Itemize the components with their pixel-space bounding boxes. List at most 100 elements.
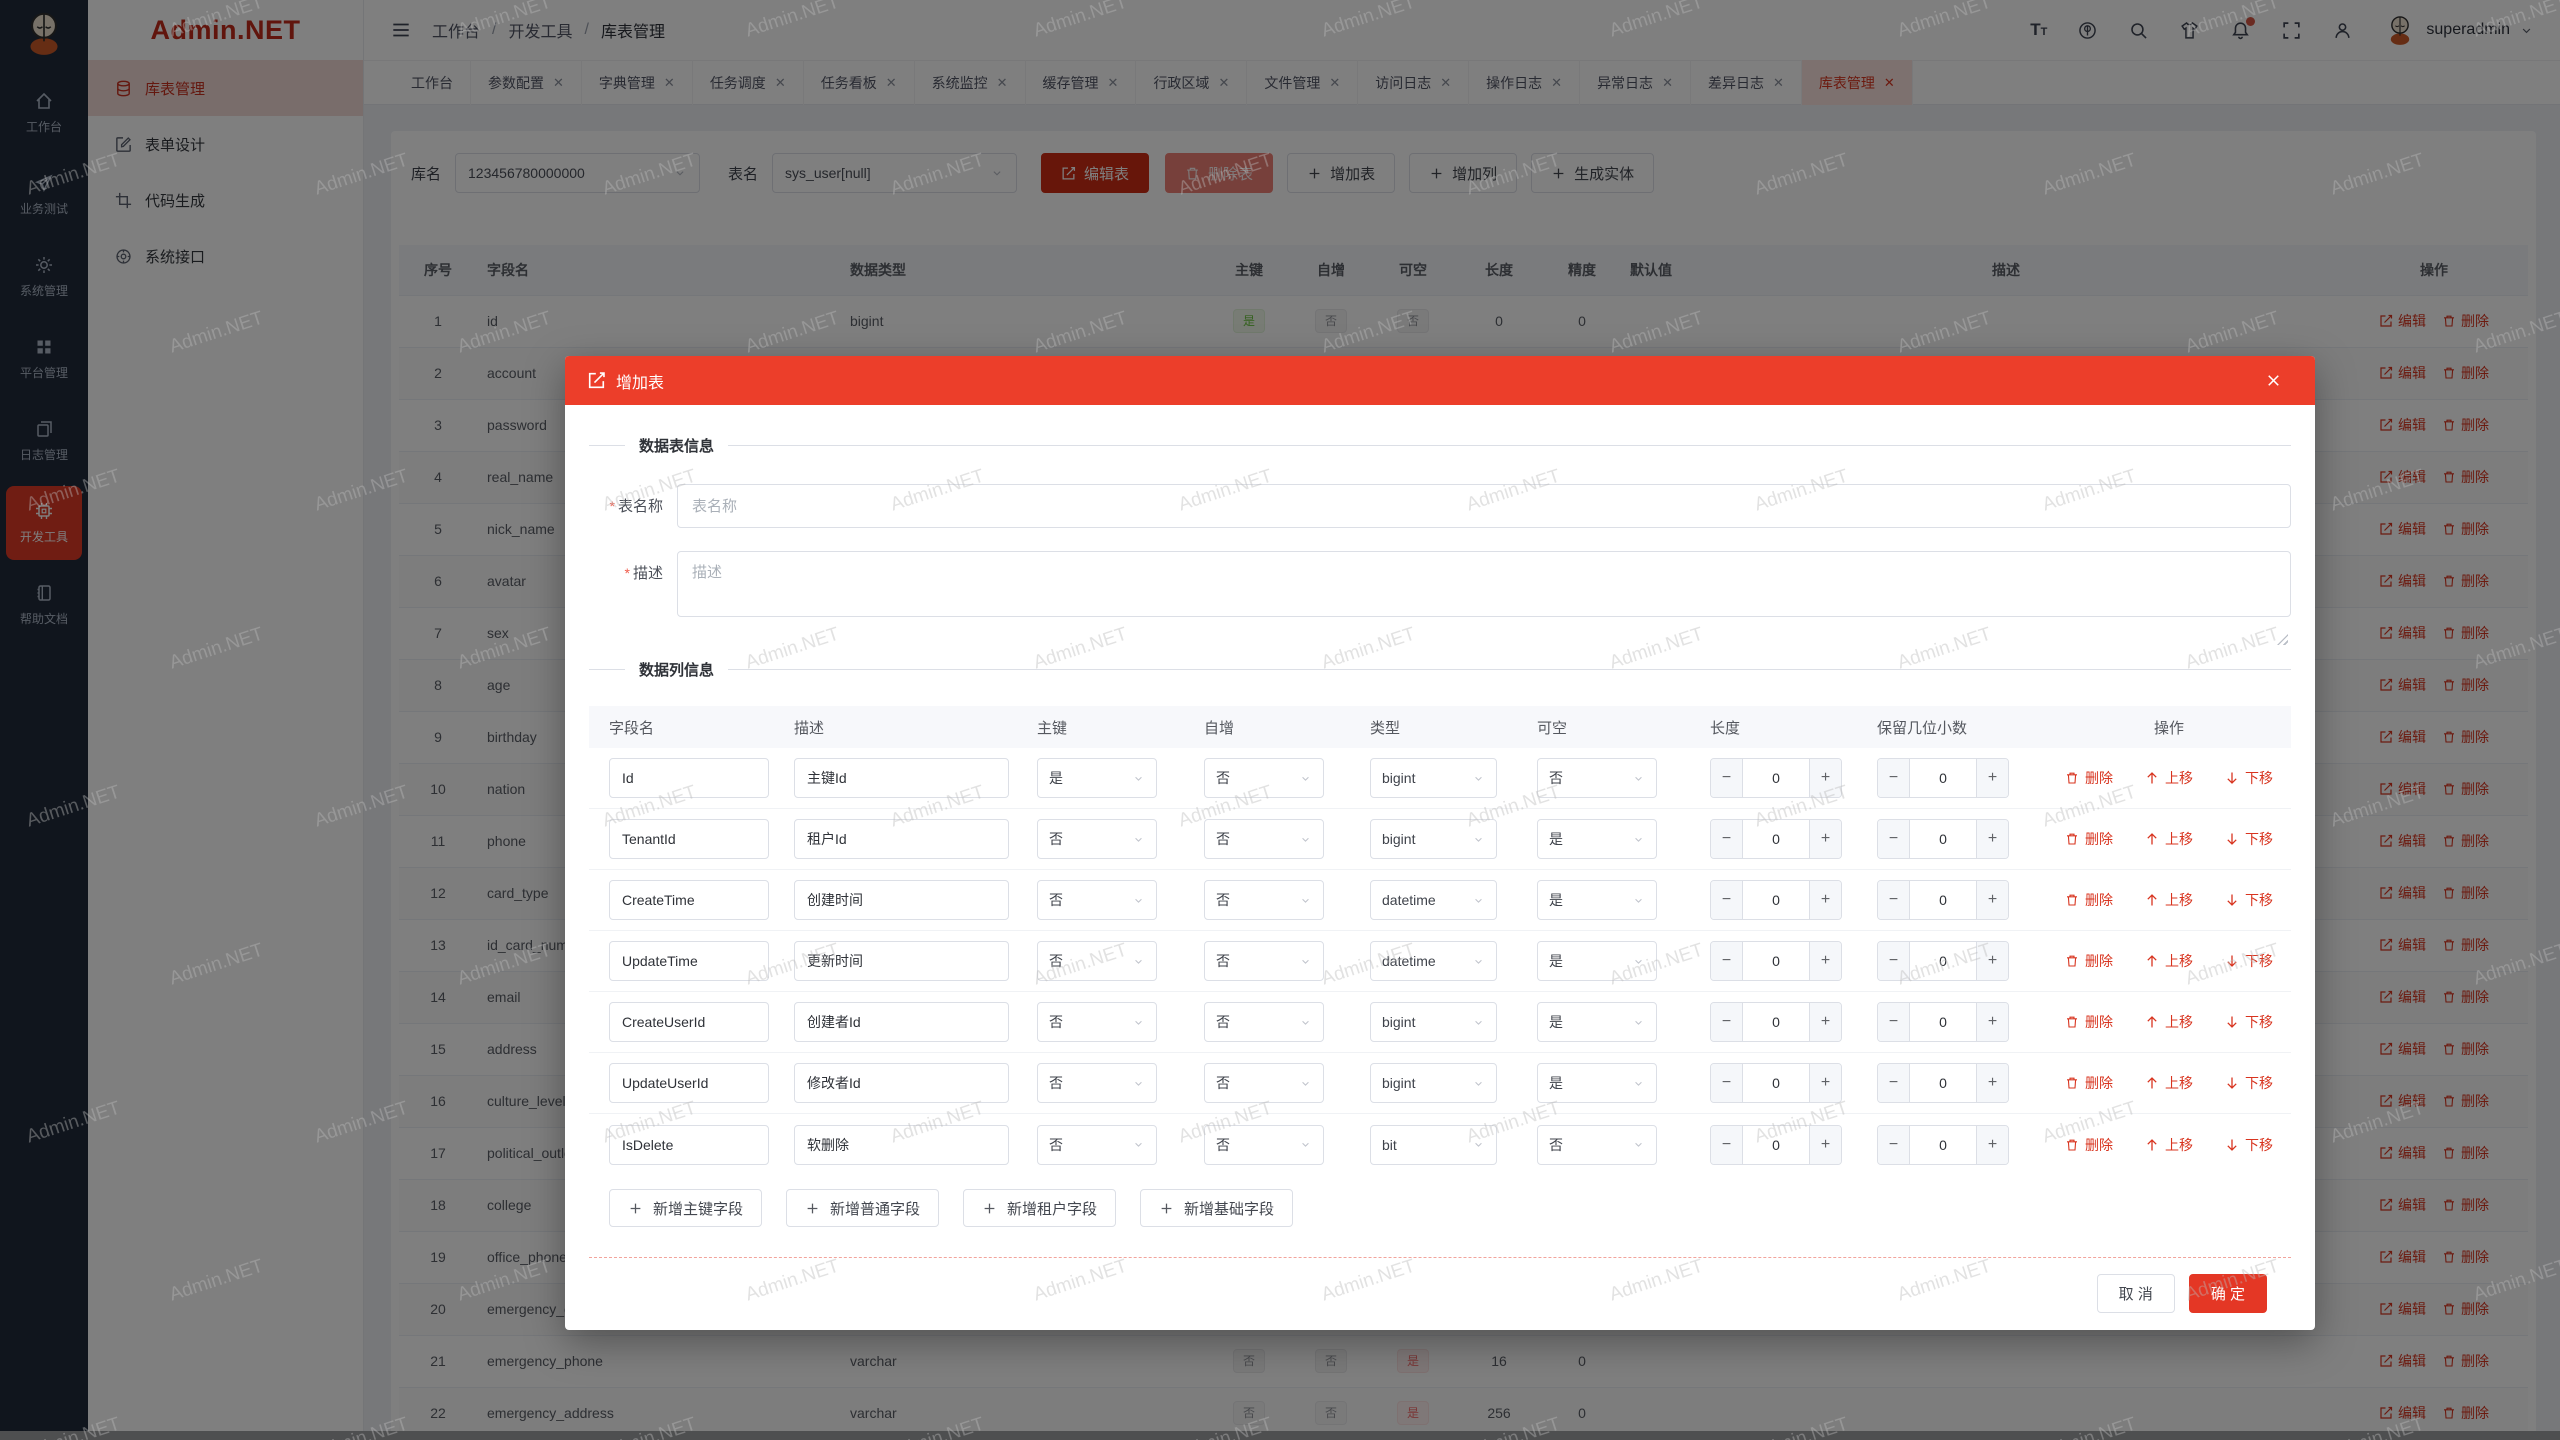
length-stepper[interactable]: −0 + — [1710, 758, 1842, 798]
confirm-button[interactable]: 确 定 — [2188, 1274, 2267, 1313]
increase-button[interactable]: + — [1976, 820, 2008, 858]
type-select[interactable]: bit — [1370, 1124, 1497, 1165]
decrease-button[interactable]: − — [1878, 820, 1910, 858]
decrease-button[interactable]: − — [1878, 1064, 1910, 1102]
increment-select[interactable]: 否 — [1204, 1002, 1324, 1042]
nullable-select[interactable]: 是 — [1537, 819, 1657, 859]
decimals-stepper[interactable]: −0 + — [1877, 1063, 2009, 1103]
decrease-button[interactable]: − — [1711, 942, 1743, 980]
move-up-link[interactable]: 上移 — [2145, 1012, 2193, 1032]
decrease-button[interactable]: − — [1878, 1003, 1910, 1041]
move-down-link[interactable]: 下移 — [2225, 1073, 2273, 1093]
decimals-stepper[interactable]: −0 + — [1877, 819, 2009, 859]
move-up-link[interactable]: 上移 — [2145, 1073, 2193, 1093]
field-desc-input[interactable] — [794, 758, 1009, 798]
pk-select[interactable]: 否 — [1037, 1063, 1157, 1103]
increase-button[interactable]: + — [1809, 820, 1841, 858]
increase-button[interactable]: + — [1809, 759, 1841, 797]
move-down-link[interactable]: 下移 — [2225, 951, 2273, 971]
field-name-input[interactable] — [609, 819, 769, 859]
length-stepper[interactable]: −0 + — [1710, 1063, 1842, 1103]
field-desc-input[interactable] — [794, 1063, 1009, 1103]
increase-button[interactable]: + — [1976, 1064, 2008, 1102]
increase-button[interactable]: + — [1809, 1125, 1841, 1164]
delete-column-link[interactable]: 删除 — [2065, 1135, 2113, 1155]
increment-select[interactable]: 否 — [1204, 941, 1324, 981]
decrease-button[interactable]: − — [1878, 942, 1910, 980]
decimals-stepper[interactable]: −0 + — [1877, 1124, 2009, 1165]
delete-column-link[interactable]: 删除 — [2065, 1012, 2113, 1032]
decrease-button[interactable]: − — [1711, 820, 1743, 858]
decrease-button[interactable]: − — [1878, 881, 1910, 919]
field-desc-input[interactable] — [794, 880, 1009, 920]
increase-button[interactable]: + — [1809, 881, 1841, 919]
length-stepper[interactable]: −0 + — [1710, 941, 1842, 981]
decimals-stepper[interactable]: −0 + — [1877, 941, 2009, 981]
field-name-input[interactable] — [609, 758, 769, 798]
add-normal-field-button[interactable]: 新增普通字段 — [786, 1189, 940, 1227]
move-up-link[interactable]: 上移 — [2145, 890, 2193, 910]
cancel-button[interactable]: 取 消 — [2096, 1274, 2175, 1313]
decrease-button[interactable]: − — [1878, 759, 1910, 797]
add-pk-field-button[interactable]: 新增主键字段 — [609, 1189, 763, 1227]
field-name-input[interactable] — [609, 1002, 769, 1042]
pk-select[interactable]: 否 — [1037, 819, 1157, 859]
nullable-select[interactable]: 是 — [1537, 1063, 1657, 1103]
decrease-button[interactable]: − — [1711, 1125, 1743, 1164]
field-desc-input[interactable] — [794, 1124, 1009, 1165]
increase-button[interactable]: + — [1976, 1125, 2008, 1164]
move-down-link[interactable]: 下移 — [2225, 890, 2273, 910]
decimals-stepper[interactable]: −0 + — [1877, 758, 2009, 798]
move-down-link[interactable]: 下移 — [2225, 829, 2273, 849]
close-icon[interactable] — [2264, 371, 2283, 390]
increase-button[interactable]: + — [1976, 881, 2008, 919]
pk-select[interactable]: 否 — [1037, 941, 1157, 981]
field-name-input[interactable] — [609, 880, 769, 920]
increment-select[interactable]: 否 — [1204, 1124, 1324, 1165]
field-name-input[interactable] — [609, 941, 769, 981]
field-desc-input[interactable] — [794, 941, 1009, 981]
type-select[interactable]: bigint — [1370, 758, 1497, 798]
decimals-stepper[interactable]: −0 + — [1877, 880, 2009, 920]
length-stepper[interactable]: −0 + — [1710, 819, 1842, 859]
table-name-input[interactable] — [677, 484, 2291, 528]
increase-button[interactable]: + — [1809, 1064, 1841, 1102]
move-up-link[interactable]: 上移 — [2145, 829, 2193, 849]
increment-select[interactable]: 否 — [1204, 758, 1324, 798]
resize-handle-icon[interactable] — [2277, 634, 2288, 645]
move-up-link[interactable]: 上移 — [2145, 768, 2193, 788]
pk-select[interactable]: 是 — [1037, 758, 1157, 798]
increase-button[interactable]: + — [1809, 1003, 1841, 1041]
increment-select[interactable]: 否 — [1204, 819, 1324, 859]
type-select[interactable]: datetime — [1370, 941, 1497, 981]
add-base-field-button[interactable]: 新增基础字段 — [1140, 1189, 1294, 1227]
delete-column-link[interactable]: 删除 — [2065, 1073, 2113, 1093]
decrease-button[interactable]: − — [1711, 1003, 1743, 1041]
nullable-select[interactable]: 否 — [1537, 1124, 1657, 1165]
increment-select[interactable]: 否 — [1204, 1063, 1324, 1103]
decrease-button[interactable]: − — [1711, 1064, 1743, 1102]
type-select[interactable]: bigint — [1370, 1063, 1497, 1103]
increase-button[interactable]: + — [1809, 942, 1841, 980]
delete-column-link[interactable]: 删除 — [2065, 768, 2113, 788]
move-up-link[interactable]: 上移 — [2145, 1135, 2193, 1155]
field-desc-input[interactable] — [794, 1002, 1009, 1042]
table-desc-textarea[interactable] — [677, 551, 2291, 617]
nullable-select[interactable]: 是 — [1537, 880, 1657, 920]
delete-column-link[interactable]: 删除 — [2065, 951, 2113, 971]
increase-button[interactable]: + — [1976, 942, 2008, 980]
increase-button[interactable]: + — [1976, 1003, 2008, 1041]
delete-column-link[interactable]: 删除 — [2065, 829, 2113, 849]
length-stepper[interactable]: −0 + — [1710, 1124, 1842, 1165]
delete-column-link[interactable]: 删除 — [2065, 890, 2113, 910]
type-select[interactable]: bigint — [1370, 819, 1497, 859]
decrease-button[interactable]: − — [1711, 759, 1743, 797]
move-down-link[interactable]: 下移 — [2225, 1135, 2273, 1155]
decrease-button[interactable]: − — [1711, 881, 1743, 919]
add-tenant-field-button[interactable]: 新增租户字段 — [963, 1189, 1117, 1227]
field-desc-input[interactable] — [794, 819, 1009, 859]
nullable-select[interactable]: 否 — [1537, 758, 1657, 798]
move-down-link[interactable]: 下移 — [2225, 768, 2273, 788]
field-name-input[interactable] — [609, 1124, 769, 1165]
length-stepper[interactable]: −0 + — [1710, 1002, 1842, 1042]
